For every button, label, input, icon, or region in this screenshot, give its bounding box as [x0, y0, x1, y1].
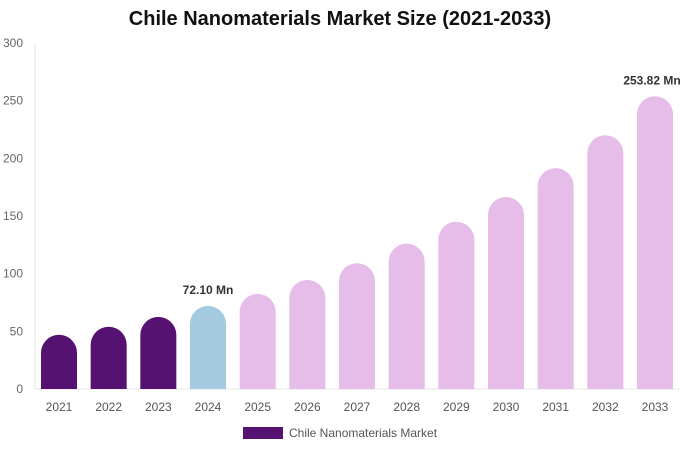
x-tick-label: 2023	[145, 400, 172, 414]
x-tick-label: 2029	[443, 400, 470, 414]
bar-2028	[388, 243, 425, 389]
x-tick-label: 2032	[592, 400, 619, 414]
x-tick-label: 2026	[294, 400, 321, 414]
y-tick-label: 0	[16, 382, 23, 396]
bar-2026	[289, 280, 326, 389]
y-tick-label: 150	[3, 209, 23, 223]
x-tick-label: 2021	[46, 400, 73, 414]
x-tick-label: 2024	[195, 400, 222, 414]
y-tick-label: 300	[3, 36, 23, 50]
bar-2023	[140, 316, 177, 389]
x-tick-label: 2025	[244, 400, 271, 414]
bar-2030	[488, 196, 524, 389]
y-tick-label: 100	[3, 267, 23, 281]
data-label: 72.10 Mn	[183, 283, 234, 297]
x-tick-label: 2022	[95, 400, 122, 414]
bar-2024	[190, 305, 226, 389]
y-tick-label: 250	[3, 94, 23, 108]
bar-2031	[537, 168, 574, 389]
bar-2027	[339, 263, 375, 389]
legend-swatch	[243, 427, 283, 439]
bar-2032	[587, 135, 624, 389]
x-tick-label: 2028	[393, 400, 420, 414]
y-tick-label: 50	[10, 324, 24, 338]
x-tick-label: 2031	[542, 400, 569, 414]
y-tick-label: 200	[3, 151, 23, 165]
bar-2022	[90, 326, 127, 389]
x-tick-label: 2030	[493, 400, 520, 414]
legend[interactable]: Chile Nanomaterials Market	[243, 426, 437, 440]
bar-2033	[637, 96, 673, 390]
x-tick-label: 2027	[344, 400, 371, 414]
bar-2029	[438, 221, 475, 389]
bar-2021	[41, 334, 77, 389]
x-tick-label: 2033	[642, 400, 669, 414]
data-label: 253.82 Mn	[623, 73, 680, 87]
bar-2025	[239, 293, 276, 389]
legend-label: Chile Nanomaterials Market	[289, 426, 438, 440]
chart-title: Chile Nanomaterials Market Size (2021-20…	[128, 8, 552, 30]
